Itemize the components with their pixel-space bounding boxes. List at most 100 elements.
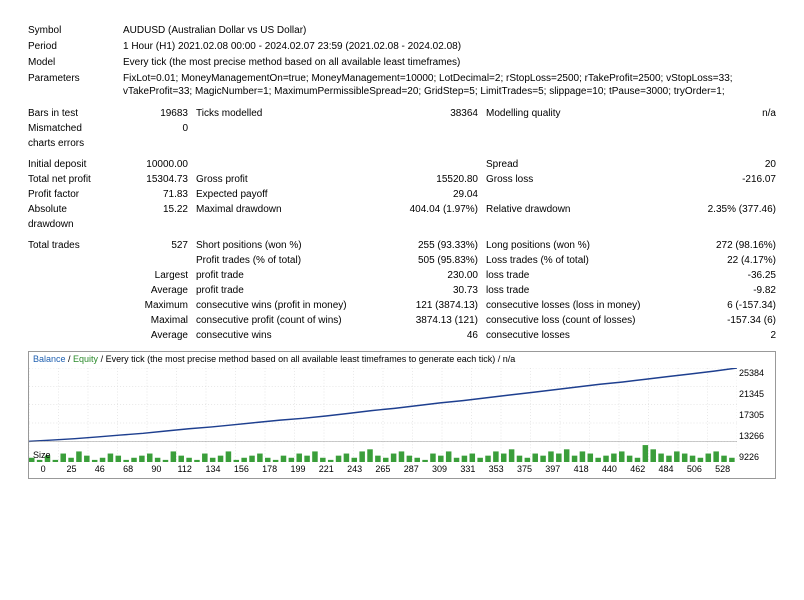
maximal-cl-label: consecutive loss (count of losses): [478, 313, 668, 328]
symbol-label: Symbol: [28, 24, 123, 38]
y-tick: 13266: [739, 431, 775, 441]
x-tick: 156: [227, 464, 255, 478]
avg-cl-val: 2: [668, 328, 776, 343]
expected-val: 29.04: [378, 187, 478, 202]
y-tick: 9226: [739, 452, 775, 462]
x-tick: 178: [256, 464, 284, 478]
equity-chart: Balance / Equity / Every tick (the most …: [28, 351, 776, 479]
stats-grid-3: Total trades527 Short positions (won %)2…: [28, 238, 776, 343]
profit-factor-val: 71.83: [123, 187, 188, 202]
profit-trades-val: 505 (95.83%): [378, 253, 478, 268]
equity-label: Equity: [73, 354, 98, 364]
bars-val: 19683: [123, 106, 188, 121]
gross-loss-val: -216.07: [668, 172, 776, 187]
loss-trades-val: 22 (4.17%): [668, 253, 776, 268]
max-cl-label: consecutive losses (loss in money): [478, 298, 668, 313]
stats-grid-2: Initial deposit10000.00 Spread20 Total n…: [28, 157, 776, 232]
net-profit-val: 15304.73: [123, 172, 188, 187]
x-tick: 397: [539, 464, 567, 478]
avg-lt-val: -9.82: [668, 283, 776, 298]
largest-lt-label: loss trade: [478, 268, 668, 283]
chart-header-rest: / Every tick (the most precise method ba…: [101, 354, 516, 364]
x-tick: 506: [680, 464, 708, 478]
stats-grid: Bars in test19683 Ticks modelled38364 Mo…: [28, 106, 776, 151]
max-dd-val: 404.04 (1.97%): [378, 202, 478, 217]
model-value: Every tick (the most precise method base…: [123, 56, 776, 70]
short-val: 255 (93.33%): [378, 238, 478, 253]
avg-lbl: Average: [123, 283, 188, 298]
chart-svg: [29, 368, 737, 462]
spread-label: Spread: [478, 157, 668, 172]
symbol-value: AUDUSD (Australian Dollar vs US Dollar): [123, 24, 776, 38]
max-lbl: Maximum: [123, 298, 188, 313]
max-cl-val: 6 (-157.34): [668, 298, 776, 313]
y-tick: 21345: [739, 389, 775, 399]
period-label: Period: [28, 40, 123, 54]
y-tick: 17305: [739, 410, 775, 420]
rel-dd-val: 2.35% (377.46): [668, 202, 776, 217]
bars-label: Bars in test: [28, 106, 123, 121]
mismatch-label: Mismatched charts errors: [28, 121, 123, 151]
x-tick: 25: [57, 464, 85, 478]
header-section: SymbolAUDUSD (Australian Dollar vs US Do…: [28, 24, 776, 98]
avg-cw-val: 46: [378, 328, 478, 343]
params-label: Parameters: [28, 72, 123, 86]
rel-dd-label: Relative drawdown: [478, 202, 668, 217]
ticks-val: 38364: [378, 106, 478, 121]
profit-trades-label: Profit trades (% of total): [188, 253, 378, 268]
init-dep-val: 10000.00: [123, 157, 188, 172]
gross-profit-label: Gross profit: [188, 172, 378, 187]
maximal-cp-val: 3874.13 (121): [378, 313, 478, 328]
avg-lt-label: loss trade: [478, 283, 668, 298]
model-label: Model: [28, 56, 123, 70]
abs-dd-label: Absolute drawdown: [28, 202, 123, 232]
expected-label: Expected payoff: [188, 187, 378, 202]
size-label: Size: [33, 450, 51, 460]
x-tick: 112: [171, 464, 199, 478]
x-tick: 0: [29, 464, 57, 478]
max-dd-label: Maximal drawdown: [188, 202, 378, 217]
y-axis: 253842134517305132669226: [737, 368, 775, 462]
ticks-label: Ticks modelled: [188, 106, 378, 121]
net-profit-label: Total net profit: [28, 172, 123, 187]
x-tick: 309: [425, 464, 453, 478]
quality-label: Modelling quality: [478, 106, 668, 121]
avg-pt-label: profit trade: [188, 283, 378, 298]
x-tick: 221: [312, 464, 340, 478]
x-tick: 265: [369, 464, 397, 478]
total-trades-label: Total trades: [28, 238, 123, 253]
x-tick: 46: [86, 464, 114, 478]
largest-pt-val: 230.00: [378, 268, 478, 283]
balance-label: Balance: [33, 354, 66, 364]
avg-cw-label: consecutive wins: [188, 328, 378, 343]
max-cw-label: consecutive wins (profit in money): [188, 298, 378, 313]
avg2-lbl: Average: [123, 328, 188, 343]
x-tick: 287: [397, 464, 425, 478]
largest-lt-val: -36.25: [668, 268, 776, 283]
x-tick: 462: [624, 464, 652, 478]
x-tick: 484: [652, 464, 680, 478]
maximal-cl-val: -157.34 (6): [668, 313, 776, 328]
x-tick: 331: [454, 464, 482, 478]
avg-cl-label: consecutive losses: [478, 328, 668, 343]
gross-profit-val: 15520.80: [378, 172, 478, 187]
long-val: 272 (98.16%): [668, 238, 776, 253]
x-tick: 418: [567, 464, 595, 478]
short-label: Short positions (won %): [188, 238, 378, 253]
x-tick: 440: [595, 464, 623, 478]
x-tick: 199: [284, 464, 312, 478]
init-dep-label: Initial deposit: [28, 157, 123, 172]
quality-val: n/a: [668, 106, 776, 121]
x-tick: 353: [482, 464, 510, 478]
maximal-lbl: Maximal: [123, 313, 188, 328]
x-tick: 528: [709, 464, 737, 478]
avg-pt-val: 30.73: [378, 283, 478, 298]
x-tick: 243: [340, 464, 368, 478]
long-label: Long positions (won %): [478, 238, 668, 253]
largest-pt-label: profit trade: [188, 268, 378, 283]
period-value: 1 Hour (H1) 2021.02.08 00:00 - 2024.02.0…: [123, 40, 776, 54]
profit-factor-label: Profit factor: [28, 187, 123, 202]
x-axis: 0254668901121341561781992212432652873093…: [29, 464, 737, 478]
mismatch-val: 0: [123, 121, 188, 136]
x-tick: 68: [114, 464, 142, 478]
